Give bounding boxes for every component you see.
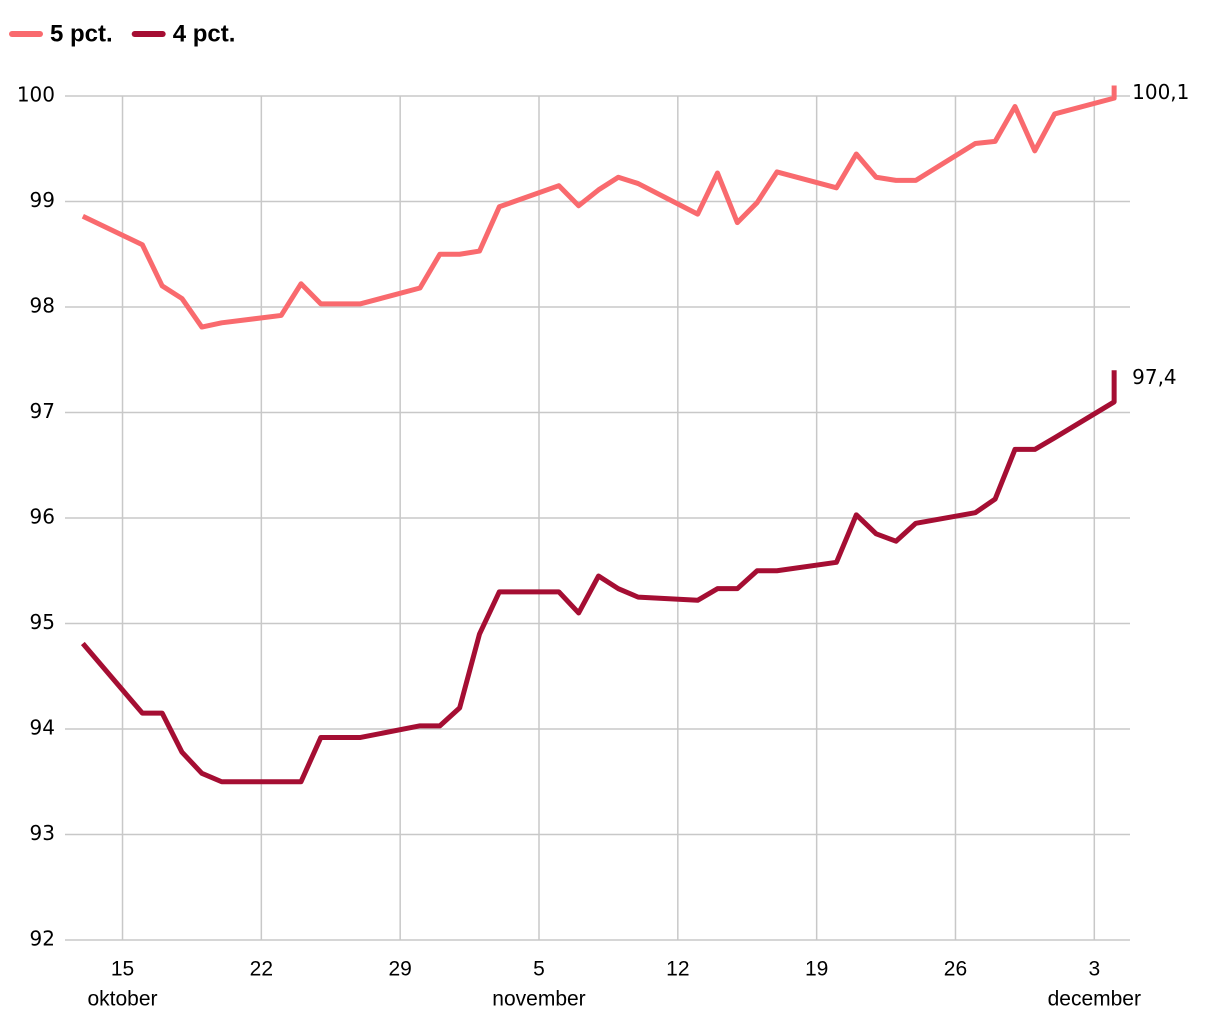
y-tick-label: 99 [30,188,55,212]
x-month-label: november [492,988,585,1011]
x-tick-label: 5 [533,958,545,981]
y-tick-label: 96 [30,505,55,529]
y-tick-label: 97 [30,399,55,423]
x-tick-label: 22 [250,958,273,981]
y-tick-label: 93 [30,821,55,845]
x-month-label: oktober [87,988,157,1011]
value-label: 100,1 [1132,80,1189,104]
y-tick-label: 100 [17,83,55,107]
y-tick-label: 95 [30,610,55,634]
legend-label: 5 pct. [50,20,113,47]
x-tick-label: 12 [666,958,689,981]
series-line [81,85,1117,330]
x-tick-label: 15 [111,958,134,981]
y-tick-label: 92 [30,927,55,951]
x-tick-label: 3 [1088,958,1100,981]
series-line [80,370,1117,785]
x-month-label: december [1048,988,1141,1011]
y-tick-label: 98 [30,294,55,318]
x-tick-label: 19 [805,958,828,981]
legend-label: 4 pct. [173,20,236,47]
y-tick-label: 94 [30,716,55,740]
x-tick-label: 26 [944,958,967,981]
value-label: 97,4 [1132,365,1177,389]
x-tick-label: 29 [388,958,411,981]
